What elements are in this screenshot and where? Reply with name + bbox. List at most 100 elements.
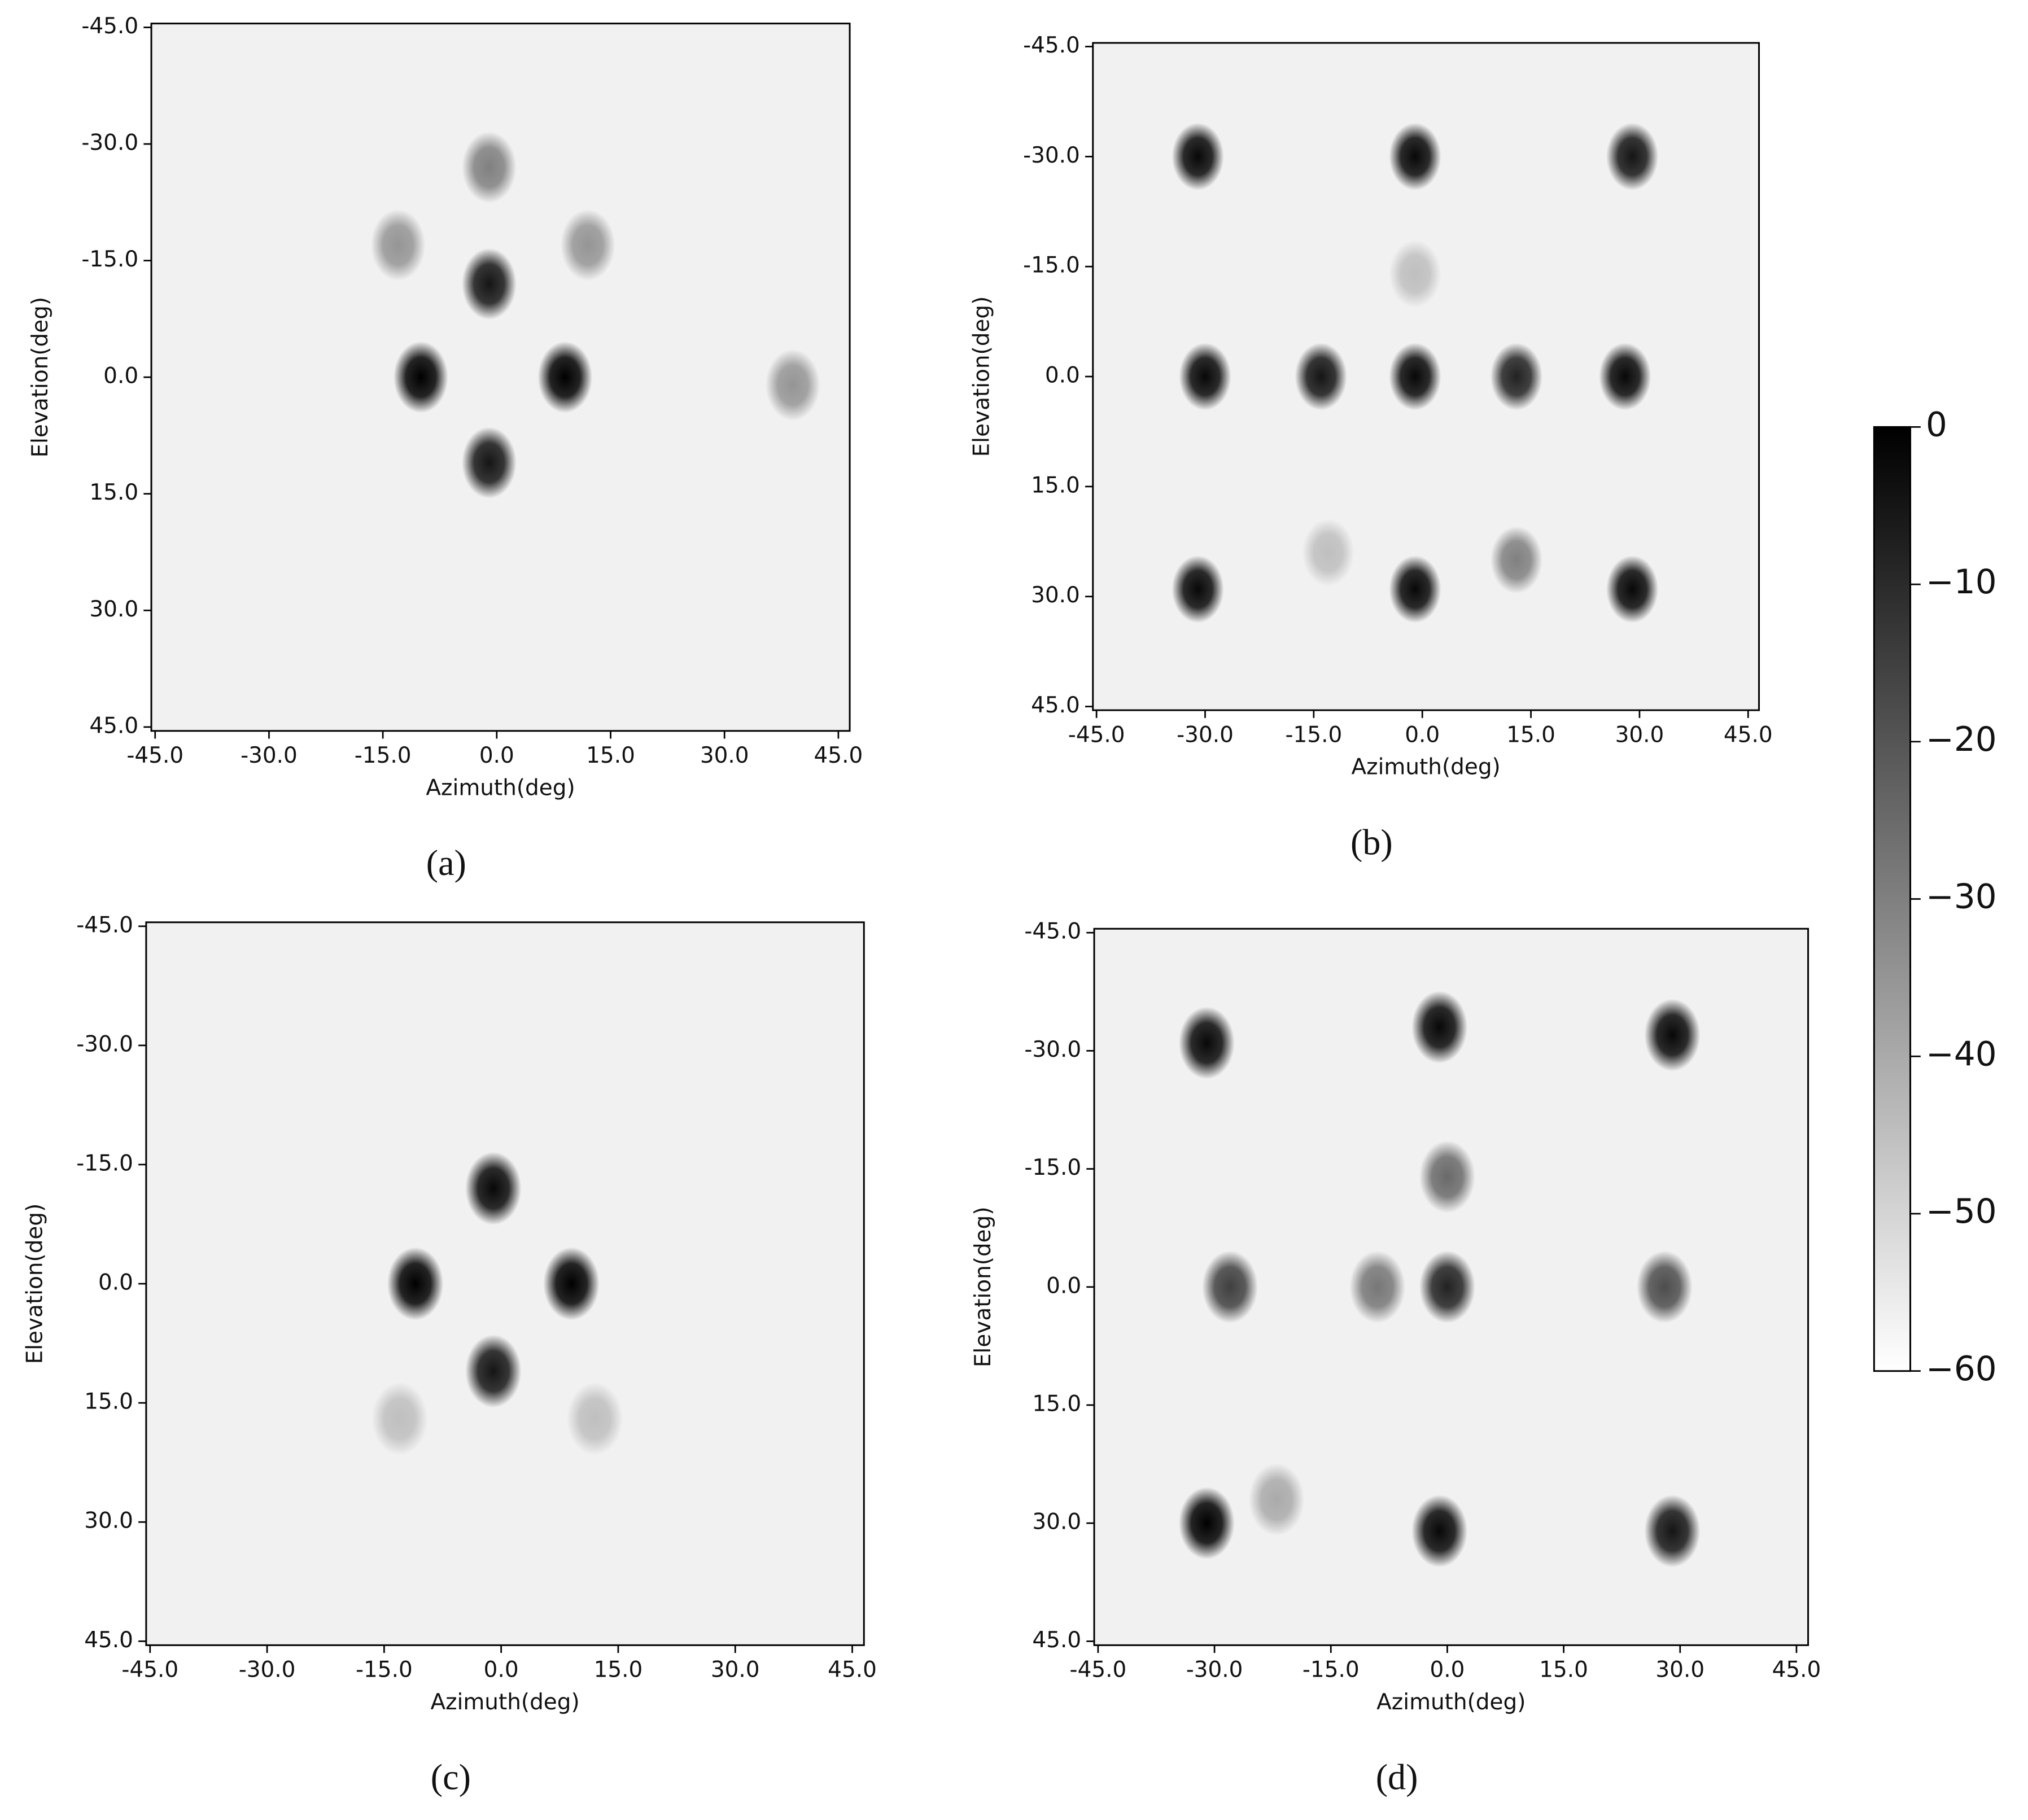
y-tick-label: -30.0 bbox=[1024, 1037, 1081, 1062]
x-tick-label: -45.0 bbox=[126, 743, 183, 768]
x-tick-label: 0.0 bbox=[1430, 1657, 1465, 1683]
spot bbox=[1490, 343, 1543, 410]
y-tick-label: 0.0 bbox=[1046, 1273, 1081, 1298]
colorbar-tick-label: −60 bbox=[1926, 1350, 1997, 1389]
spot bbox=[461, 132, 517, 203]
y-axis-label: Elevation(deg) bbox=[28, 297, 53, 458]
y-tick-label: -45.0 bbox=[1023, 33, 1080, 58]
panel-label: (c) bbox=[431, 1757, 471, 1797]
x-tick-label: 30.0 bbox=[711, 1657, 760, 1683]
y-tick-label: -30.0 bbox=[81, 130, 138, 156]
x-tick-label: 15.0 bbox=[586, 743, 635, 768]
y-tick-label: -15.0 bbox=[81, 247, 138, 272]
spot bbox=[393, 341, 448, 413]
colorbar-tick-label: 0 bbox=[1926, 405, 1947, 444]
x-tick-label: 15.0 bbox=[1539, 1657, 1588, 1683]
y-tick-label: 30.0 bbox=[84, 1508, 133, 1534]
spot bbox=[1302, 519, 1354, 587]
y-tick-label: -45.0 bbox=[76, 912, 133, 938]
y-tick-label: -45.0 bbox=[81, 14, 138, 39]
spot bbox=[1419, 1250, 1475, 1323]
y-tick-label: 15.0 bbox=[84, 1389, 133, 1415]
spot bbox=[1419, 1140, 1475, 1213]
y-axis-label: Elevation(deg) bbox=[971, 1206, 996, 1367]
y-tick-label: 0.0 bbox=[103, 364, 138, 389]
x-tick-label: -30.0 bbox=[1177, 722, 1234, 747]
x-tick-label: 0.0 bbox=[484, 1657, 519, 1683]
spot bbox=[1411, 991, 1468, 1064]
x-axis-label: Azimuth(deg) bbox=[1376, 1690, 1526, 1715]
spot bbox=[465, 1152, 522, 1225]
y-tick-label: 30.0 bbox=[89, 597, 138, 622]
spot bbox=[1179, 343, 1231, 410]
plot-background bbox=[151, 23, 850, 731]
y-tick-label: 45.0 bbox=[89, 713, 138, 738]
spot bbox=[1644, 999, 1701, 1071]
spot bbox=[537, 341, 593, 413]
plot-background bbox=[146, 922, 864, 1646]
panel-label: (d) bbox=[1376, 1757, 1418, 1797]
panel-label: (a) bbox=[426, 843, 466, 883]
spot bbox=[1349, 1250, 1406, 1323]
spot bbox=[1295, 343, 1347, 410]
y-tick-label: 15.0 bbox=[1032, 1391, 1081, 1416]
y-tick-label: -15.0 bbox=[76, 1150, 133, 1176]
x-tick-label: 30.0 bbox=[1615, 722, 1664, 747]
y-tick-label: 0.0 bbox=[1045, 363, 1080, 388]
spot bbox=[461, 427, 517, 498]
x-tick-label: 0.0 bbox=[1405, 722, 1440, 747]
spot bbox=[1606, 123, 1659, 191]
spot bbox=[560, 209, 615, 281]
spot bbox=[370, 209, 426, 281]
x-tick-label: -30.0 bbox=[241, 743, 298, 768]
spot bbox=[1172, 123, 1224, 191]
x-axis-label: Azimuth(deg) bbox=[426, 775, 575, 800]
y-tick-label: 15.0 bbox=[1031, 473, 1080, 498]
x-tick-label: 30.0 bbox=[700, 743, 749, 768]
colorbar-tick-label: −40 bbox=[1926, 1035, 1997, 1074]
x-axis-label: Azimuth(deg) bbox=[430, 1690, 579, 1715]
x-tick-label: -45.0 bbox=[1070, 1657, 1127, 1683]
y-tick-label: -45.0 bbox=[1024, 919, 1081, 944]
x-tick-label: -45.0 bbox=[1068, 722, 1125, 747]
y-tick-label: -30.0 bbox=[76, 1031, 133, 1057]
colorbar-tick-label: −20 bbox=[1926, 720, 1997, 759]
y-tick-label: -30.0 bbox=[1023, 143, 1080, 168]
spot bbox=[1389, 343, 1441, 410]
colorbar-tick-label: −10 bbox=[1926, 563, 1997, 602]
x-tick-label: -45.0 bbox=[121, 1657, 178, 1683]
x-tick-label: 0.0 bbox=[479, 743, 514, 768]
x-axis-label: Azimuth(deg) bbox=[1352, 755, 1501, 780]
spot bbox=[1411, 1494, 1468, 1568]
spot bbox=[387, 1247, 444, 1320]
spot bbox=[461, 248, 517, 320]
x-tick-label: 15.0 bbox=[1506, 722, 1555, 747]
x-tick-label: -30.0 bbox=[239, 1657, 296, 1683]
spot bbox=[1389, 240, 1441, 308]
spot bbox=[1248, 1463, 1305, 1536]
y-axis-label: Elevation(deg) bbox=[23, 1204, 48, 1364]
colorbar bbox=[1874, 427, 1911, 1371]
y-tick-label: 15.0 bbox=[89, 480, 138, 505]
spot bbox=[1490, 526, 1543, 594]
x-tick-label: -15.0 bbox=[1285, 722, 1342, 747]
y-axis-label: Elevation(deg) bbox=[969, 296, 995, 457]
y-tick-label: 30.0 bbox=[1031, 583, 1080, 608]
spot bbox=[566, 1382, 623, 1456]
spot bbox=[1606, 555, 1659, 623]
y-tick-label: -15.0 bbox=[1024, 1155, 1081, 1180]
spot bbox=[1636, 1250, 1693, 1323]
spot bbox=[1644, 1494, 1701, 1568]
x-tick-label: 45.0 bbox=[1724, 722, 1773, 747]
x-tick-label: -30.0 bbox=[1186, 1657, 1243, 1683]
spot bbox=[1389, 123, 1441, 191]
colorbar-tick-label: −50 bbox=[1926, 1192, 1997, 1231]
x-tick-label: 30.0 bbox=[1655, 1657, 1704, 1683]
spot bbox=[1389, 555, 1441, 623]
spot bbox=[1172, 555, 1224, 623]
y-tick-label: 45.0 bbox=[1031, 693, 1080, 718]
spot bbox=[765, 349, 820, 421]
x-tick-label: -15.0 bbox=[356, 1657, 413, 1683]
y-tick-label: 45.0 bbox=[1032, 1628, 1081, 1653]
